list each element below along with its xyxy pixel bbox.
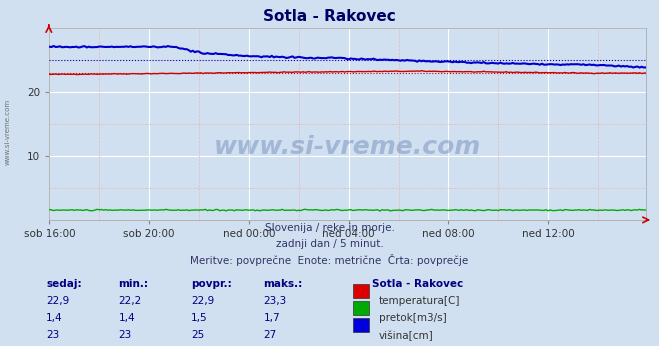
Text: Slovenija / reke in morje.: Slovenija / reke in morje.	[264, 223, 395, 233]
Text: višina[cm]: višina[cm]	[379, 330, 434, 341]
Text: sedaj:: sedaj:	[46, 279, 82, 289]
Text: 22,9: 22,9	[191, 296, 214, 306]
Text: 23: 23	[119, 330, 132, 340]
Text: 27: 27	[264, 330, 277, 340]
Text: 1,5: 1,5	[191, 313, 208, 323]
Text: 22,9: 22,9	[46, 296, 69, 306]
Text: 23,3: 23,3	[264, 296, 287, 306]
Text: Meritve: povprečne  Enote: metrične  Črta: povprečje: Meritve: povprečne Enote: metrične Črta:…	[190, 254, 469, 266]
Text: maks.:: maks.:	[264, 279, 303, 289]
Text: 1,7: 1,7	[264, 313, 280, 323]
Text: 1,4: 1,4	[46, 313, 63, 323]
Text: www.si-vreme.com: www.si-vreme.com	[214, 135, 481, 159]
Text: www.si-vreme.com: www.si-vreme.com	[5, 98, 11, 165]
Text: zadnji dan / 5 minut.: zadnji dan / 5 minut.	[275, 239, 384, 249]
Text: 22,2: 22,2	[119, 296, 142, 306]
Text: Sotla - Rakovec: Sotla - Rakovec	[263, 9, 396, 24]
Text: 23: 23	[46, 330, 59, 340]
Text: temperatura[C]: temperatura[C]	[379, 296, 461, 306]
Text: min.:: min.:	[119, 279, 149, 289]
Text: povpr.:: povpr.:	[191, 279, 232, 289]
Text: 1,4: 1,4	[119, 313, 135, 323]
Text: 25: 25	[191, 330, 204, 340]
Text: pretok[m3/s]: pretok[m3/s]	[379, 313, 447, 323]
Text: Sotla - Rakovec: Sotla - Rakovec	[372, 279, 463, 289]
